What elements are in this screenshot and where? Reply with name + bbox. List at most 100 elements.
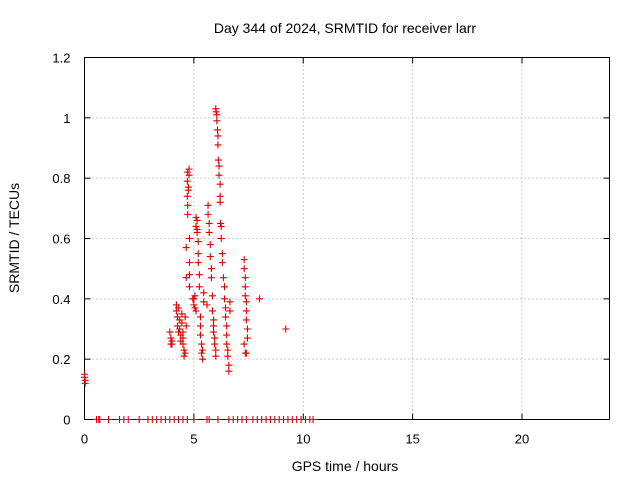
data-point [309, 416, 317, 423]
data-point [191, 304, 199, 312]
data-point [203, 301, 211, 309]
data-point [223, 322, 231, 330]
data-point [242, 416, 250, 423]
data-point [186, 235, 193, 242]
y-tick-label: 1 [63, 111, 70, 126]
y-axis-label: SRMTID / TECUs [6, 183, 22, 293]
data-point [181, 313, 189, 321]
data-point [196, 313, 204, 321]
data-point [183, 177, 191, 185]
x-tick-label: 0 [81, 432, 88, 447]
data-point [176, 325, 184, 333]
data-point [185, 171, 193, 179]
data-point [216, 192, 224, 200]
data-point [210, 328, 218, 336]
data-point [224, 352, 232, 360]
data-point [214, 141, 222, 149]
x-tick-label: 20 [515, 432, 529, 447]
data-point [179, 334, 187, 342]
data-point [225, 367, 233, 375]
data-point [182, 274, 190, 282]
data-point [213, 117, 221, 125]
data-point [190, 295, 198, 303]
data-point [183, 168, 191, 176]
data-point [183, 192, 191, 200]
data-point [206, 241, 214, 249]
plot-frame [84, 57, 610, 420]
data-point [168, 340, 176, 348]
data-point [217, 222, 225, 230]
data-point [208, 307, 216, 315]
data-point [256, 295, 263, 303]
data-point [196, 331, 204, 339]
data-point [217, 219, 225, 227]
data-point [212, 352, 220, 360]
data-point [195, 271, 203, 279]
data-point [212, 346, 220, 354]
data-point [240, 256, 248, 264]
data-point [217, 235, 225, 242]
data-point [199, 346, 207, 354]
data-point [182, 322, 190, 330]
chart-title: Day 344 of 2024, SRMTID for receiver lar… [214, 20, 477, 36]
data-point [213, 111, 221, 119]
data-point [204, 210, 212, 218]
data-point [184, 201, 192, 209]
x-axis-label: GPS time / hours [292, 458, 399, 474]
y-tick-label: 0.4 [52, 292, 70, 307]
y-tick-label: 0 [63, 413, 70, 428]
data-point [206, 253, 214, 261]
y-tick-label: 0.2 [52, 352, 70, 367]
data-point [242, 298, 250, 306]
data-point [221, 295, 228, 303]
data-point [215, 171, 223, 179]
data-point [205, 416, 213, 423]
data-point [214, 132, 222, 140]
data-point [224, 346, 232, 354]
data-point [193, 228, 201, 236]
data-point [195, 283, 203, 291]
data-point [180, 346, 188, 354]
data-point [81, 373, 88, 381]
x-tick-label: 5 [190, 432, 197, 447]
data-point [200, 298, 208, 306]
data-point [124, 416, 132, 423]
data-point [212, 108, 220, 116]
data-point [282, 325, 290, 333]
data-point [211, 340, 219, 348]
data-point [215, 162, 223, 170]
data-point [167, 334, 175, 342]
data-point [178, 319, 186, 327]
data-point [241, 283, 249, 291]
data-point [179, 340, 187, 348]
data-point [191, 292, 199, 300]
data-point [185, 165, 193, 173]
data-point [242, 349, 250, 357]
data-point [183, 416, 191, 423]
data-point [190, 416, 198, 423]
data-point [198, 340, 206, 348]
data-point [184, 210, 192, 218]
data-point [207, 265, 215, 273]
data-point [193, 216, 201, 224]
data-point [182, 244, 190, 252]
data-point [242, 316, 250, 324]
data-point [96, 416, 104, 423]
data-point [81, 379, 89, 387]
data-point [181, 349, 189, 357]
data-point [219, 274, 227, 282]
data-point [194, 250, 202, 258]
x-tick-label: 15 [405, 432, 419, 447]
axis-ticks: 0 5 10 15 20 0 0.2 0.4 0.6 0.8 1 1.2 [52, 51, 610, 447]
data-point [226, 298, 234, 306]
data-point [222, 313, 230, 321]
data-point [192, 222, 200, 230]
grid [84, 57, 610, 420]
data-point [175, 304, 183, 312]
y-tick-label: 0.8 [52, 171, 70, 186]
data-point [241, 292, 249, 300]
data-point [198, 349, 206, 357]
data-point [243, 334, 251, 342]
data-point [223, 340, 231, 348]
